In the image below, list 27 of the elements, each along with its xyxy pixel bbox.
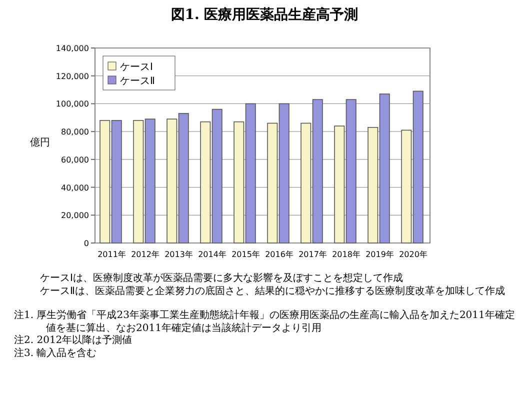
chart-title: 図1. 医療用医薬品生産高予測 — [170, 6, 360, 24]
y-axis-title: 億円 — [30, 136, 50, 148]
x-tick-label: 2018年 — [332, 250, 360, 259]
text: 注1. 厚生労働省「平成23年薬事工業生産動態統計年報」の医療用医薬品の生産高に輸入品を加えた2011年確定値を基に算出、なお2011年確定値は当該統計データより引用 — [14, 310, 516, 334]
text: 注3. 輸入品を含む — [14, 348, 98, 360]
y-tick-label: 100,000 — [56, 100, 89, 109]
x-tick-label: 2013年 — [164, 250, 193, 259]
y-tick-label: 40,000 — [61, 183, 89, 192]
legend-label: ケースⅡ — [120, 76, 155, 87]
x-tick-label: 2011年 — [98, 250, 126, 259]
y-tick-label: 60,000 — [61, 155, 89, 164]
legend-label: ケースⅠ — [120, 62, 153, 73]
x-tick-label: 2014年 — [198, 250, 226, 259]
x-tick-label: 2015年 — [232, 250, 260, 259]
text: ケースⅠは、医療制度改革が医薬品需要に多大な影響を及ぼすことを想定して作成 — [40, 272, 404, 285]
x-tick-label: 2016年 — [265, 250, 294, 259]
x-tick-label: 2019年 — [366, 250, 394, 259]
y-tick-label: 0 — [84, 239, 89, 248]
y-tick-label: 80,000 — [61, 128, 89, 137]
x-tick-label: 2017年 — [298, 250, 327, 259]
x-tick-label: 2020年 — [399, 250, 428, 259]
x-tick-label: 2012年 — [131, 250, 160, 259]
text: 注2. 2012年以降は予測値 — [14, 335, 134, 348]
y-tick-label: 120,000 — [56, 72, 89, 81]
y-tick-label: 140,000 — [56, 44, 89, 53]
y-tick-label: 20,000 — [61, 211, 89, 220]
text: ケースⅡは、医薬品需要と企業努力の底固さと、結果的に穏やかに推移する医療制度改革を加味して作成 — [40, 285, 506, 298]
